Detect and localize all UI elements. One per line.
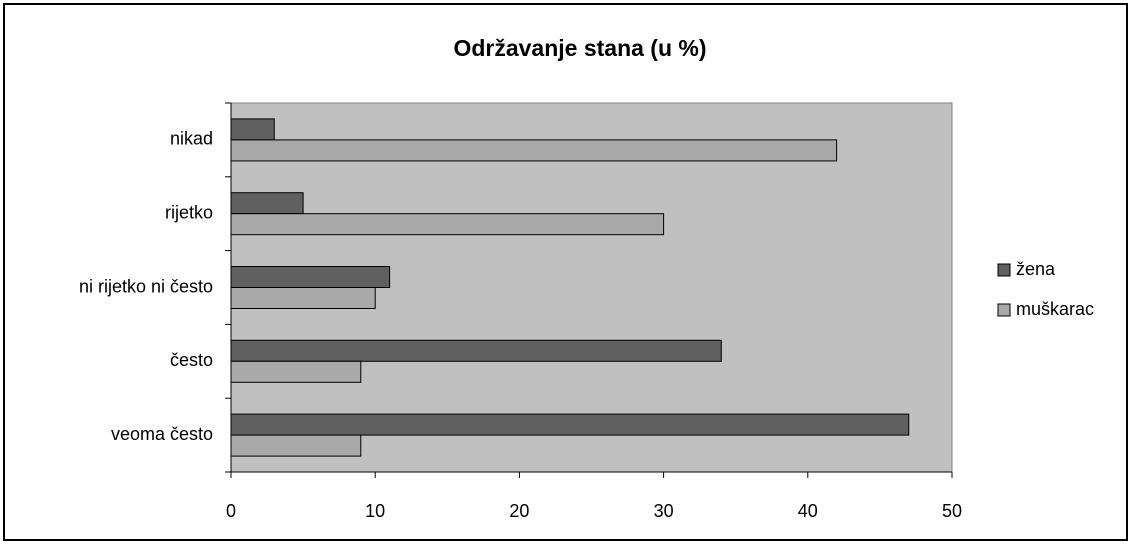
- y-tick-label: često: [170, 350, 213, 370]
- y-tick-label: veoma često: [111, 424, 213, 444]
- bar: [230, 192, 304, 215]
- chart-title: Održavanje stana (u %): [453, 35, 706, 61]
- legend-swatch: [997, 303, 1011, 317]
- bar: [230, 266, 391, 288]
- x-tick-label: 0: [226, 501, 236, 521]
- legend-label: muškarac: [1016, 299, 1094, 319]
- x-tick-label: 40: [798, 501, 818, 521]
- x-tick-label: 10: [365, 501, 385, 521]
- y-tick-label: ni rijetko ni često: [79, 276, 213, 296]
- legend-swatch: [997, 263, 1011, 277]
- x-tick-label: 50: [942, 501, 962, 521]
- bar: [230, 287, 376, 309]
- x-tick-label: 30: [654, 501, 674, 521]
- bar: [230, 434, 362, 457]
- y-tick-label: rijetko: [165, 202, 213, 222]
- y-tick-label: nikad: [170, 129, 213, 149]
- bar: [230, 339, 722, 362]
- x-tick-label: 20: [509, 501, 529, 521]
- bar: [230, 139, 838, 162]
- bar: [230, 413, 910, 436]
- bar: [230, 213, 665, 236]
- bar: [230, 118, 275, 141]
- legend-label: žena: [1016, 259, 1056, 279]
- bar: [230, 360, 362, 383]
